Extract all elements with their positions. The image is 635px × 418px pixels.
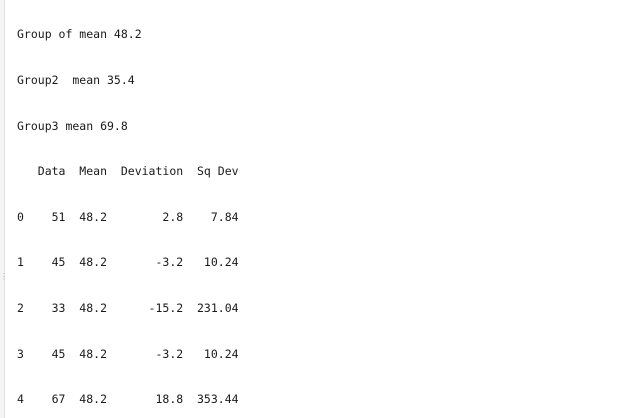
table-row: 4 67 48.2 18.8 353.44 bbox=[17, 392, 239, 407]
table-header: Data Mean Deviation Sq Dev bbox=[17, 164, 239, 179]
table-row: 0 51 48.2 2.8 7.84 bbox=[17, 209, 239, 224]
console-line: Group of mean 48.2 bbox=[17, 27, 142, 42]
left-gutter: ⋮ bbox=[0, 0, 8, 418]
gutter-marker-icon: ⋮ bbox=[0, 272, 8, 281]
table-row: 3 45 48.2 -3.2 10.24 bbox=[17, 346, 239, 361]
table-row: 1 45 48.2 -3.2 10.24 bbox=[17, 255, 239, 270]
console-text: Group of mean 48.2 Group2 mean 35.4 Grou… bbox=[17, 0, 635, 418]
console-line: Group3 mean 69.8 bbox=[17, 118, 128, 133]
console-line: Group2 mean 35.4 bbox=[17, 73, 135, 87]
table-row: 2 33 48.2 -15.2 231.04 bbox=[17, 300, 239, 315]
